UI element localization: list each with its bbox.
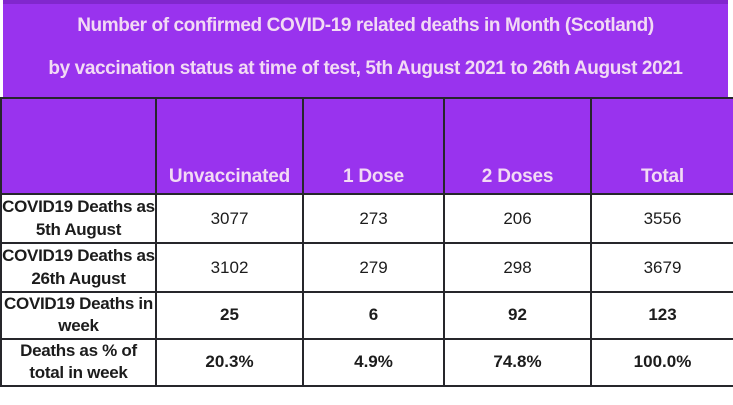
column-header-unvaccinated: Unvaccinated [155, 97, 304, 195]
value-cell: 100.0% [590, 337, 733, 387]
table-row-deaths-percent-of-total: Deaths as % of total in week 20.3% 4.9% … [0, 337, 733, 387]
value-cell: 3077 [155, 193, 304, 244]
value-cell: 3102 [155, 242, 304, 293]
value-cell: 4.9% [302, 337, 445, 387]
table-row-deaths-as-5th-august: COVID19 Deaths as 5th August 3077 273 20… [0, 193, 733, 244]
title-line-2: by vaccination status at time of test, 5… [48, 58, 683, 79]
table-row-deaths-as-26th-august: COVID19 Deaths as 26th August 3102 279 2… [0, 242, 733, 293]
value-cell: 92 [443, 291, 592, 340]
covid-deaths-table: Unvaccinated 1 Dose 2 Doses Total COVID1… [0, 97, 733, 387]
value-cell: 279 [302, 242, 445, 293]
title-line-1: Number of confirmed COVID-19 related dea… [77, 15, 654, 36]
row-label-deaths-as-26th-august: COVID19 Deaths as 26th August [0, 242, 157, 293]
row-label-deaths-as-5th-august: COVID19 Deaths as 5th August [0, 193, 157, 244]
value-cell: 206 [443, 193, 592, 244]
row-label-deaths-in-week: COVID19 Deaths in week [0, 291, 157, 340]
table-row-deaths-in-week: COVID19 Deaths in week 25 6 92 123 [0, 291, 733, 340]
title-banner: Number of confirmed COVID-19 related dea… [3, 0, 728, 97]
value-cell: 3679 [590, 242, 733, 293]
column-header-2-doses: 2 Doses [443, 97, 592, 195]
value-cell: 298 [443, 242, 592, 293]
value-cell: 123 [590, 291, 733, 340]
value-cell: 20.3% [155, 337, 304, 387]
table-header-row: Unvaccinated 1 Dose 2 Doses Total [0, 97, 733, 195]
value-cell: 6 [302, 291, 445, 340]
column-header-total: Total [590, 97, 733, 195]
column-header-blank [0, 97, 157, 195]
column-header-1-dose: 1 Dose [302, 97, 445, 195]
value-cell: 25 [155, 291, 304, 340]
row-label-deaths-percent-of-total: Deaths as % of total in week [0, 337, 157, 387]
value-cell: 3556 [590, 193, 733, 244]
value-cell: 273 [302, 193, 445, 244]
value-cell: 74.8% [443, 337, 592, 387]
